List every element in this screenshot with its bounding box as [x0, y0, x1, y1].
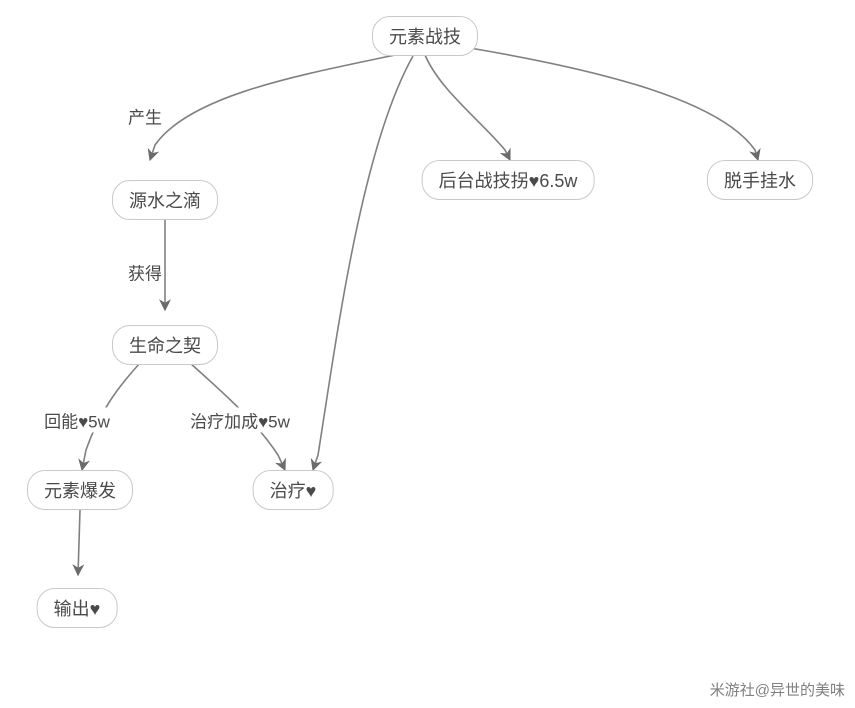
- edge-burst-output: [78, 510, 80, 575]
- edge-root-water: [470, 48, 758, 160]
- edge-root-heal: [313, 56, 413, 470]
- edge-root-bg: [425, 55, 510, 160]
- node-bond: 生命之契: [112, 325, 218, 365]
- node-burst: 元素爆发: [27, 470, 133, 510]
- edge-label-drop-bond: 获得: [126, 260, 164, 285]
- node-bg: 后台战技拐♥6.5w: [422, 160, 595, 200]
- watermark: 米游社@异世的美味: [710, 679, 845, 700]
- edge-label-bond-burst: 回能♥5w: [42, 408, 112, 433]
- edge-label-bond-heal: 治疗加成♥5w: [188, 408, 292, 433]
- edge-label-root-drop: 产生: [126, 104, 164, 129]
- edge-root-drop: [150, 55, 395, 160]
- node-water: 脱手挂水: [707, 160, 813, 200]
- node-output: 输出♥: [37, 588, 118, 628]
- node-heal: 治疗♥: [253, 470, 334, 510]
- node-root: 元素战技: [372, 16, 478, 56]
- node-drop: 源水之滴: [112, 180, 218, 220]
